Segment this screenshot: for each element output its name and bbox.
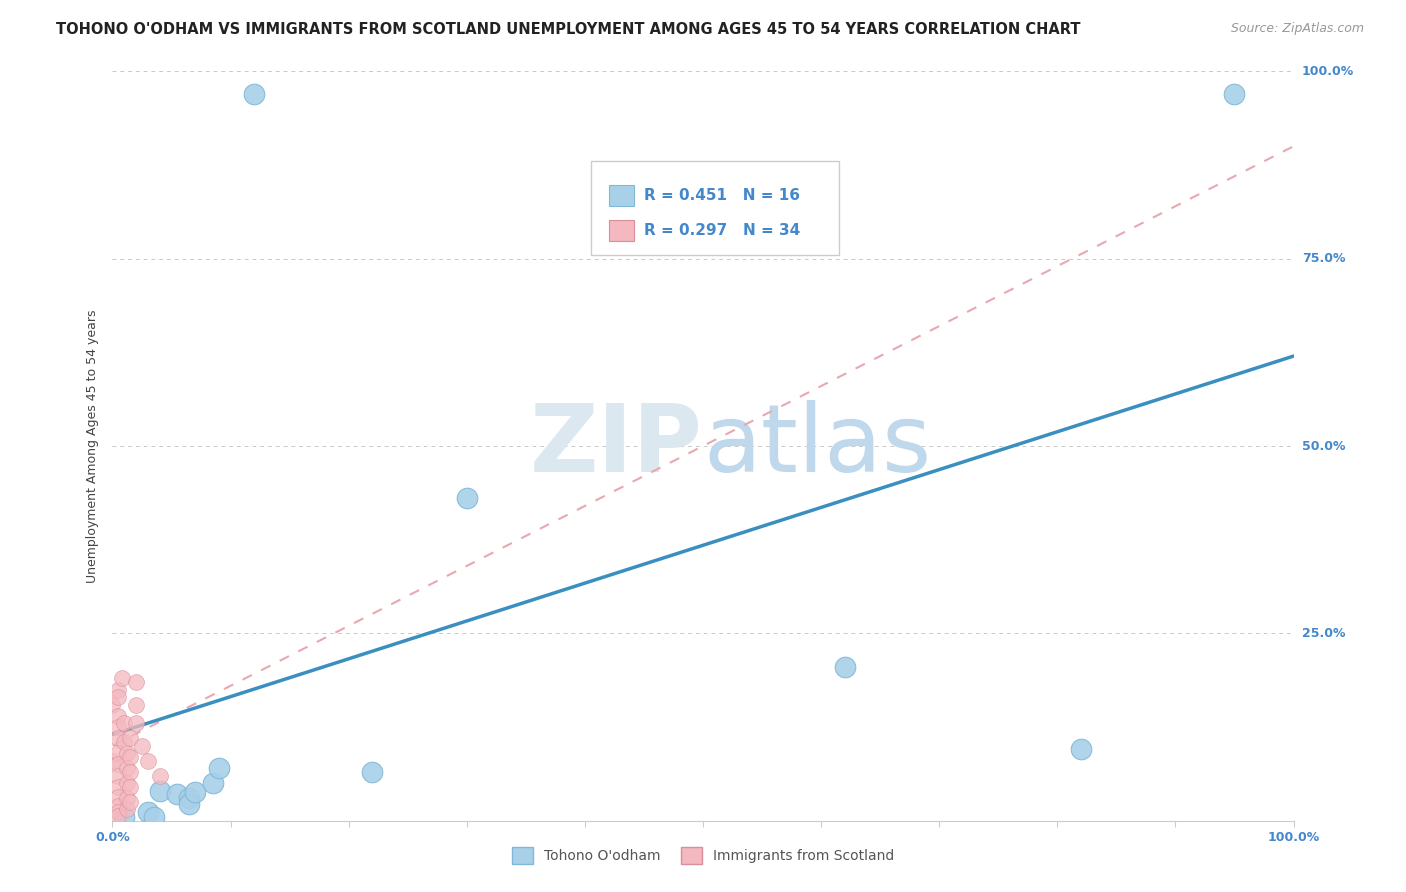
Point <box>115 791 138 805</box>
Point <box>120 750 142 764</box>
Text: Source: ZipAtlas.com: Source: ZipAtlas.com <box>1230 22 1364 36</box>
Point <box>243 87 266 101</box>
Point <box>115 802 138 816</box>
Point <box>120 764 142 779</box>
Text: ZIP: ZIP <box>530 400 703 492</box>
Point <box>131 739 153 753</box>
Point <box>115 761 138 775</box>
Text: 25.0%: 25.0% <box>1302 627 1346 640</box>
Point <box>149 783 172 797</box>
Text: 100.0%: 100.0% <box>1302 65 1354 78</box>
Point <box>107 798 129 813</box>
Text: atlas: atlas <box>703 400 931 492</box>
Bar <box>609 219 634 241</box>
Point <box>112 735 135 749</box>
Point <box>107 780 129 794</box>
Point <box>120 795 142 809</box>
Point <box>107 789 129 804</box>
Point <box>115 776 138 790</box>
Point <box>1070 742 1092 756</box>
Point <box>101 698 124 712</box>
FancyBboxPatch shape <box>591 161 839 255</box>
Point <box>125 698 148 712</box>
Point <box>115 746 138 760</box>
Point <box>107 682 129 697</box>
Text: TOHONO O'ODHAM VS IMMIGRANTS FROM SCOTLAND UNEMPLOYMENT AMONG AGES 45 TO 54 YEAR: TOHONO O'ODHAM VS IMMIGRANTS FROM SCOTLA… <box>56 22 1081 37</box>
Point <box>125 716 148 731</box>
Text: 75.0%: 75.0% <box>1302 252 1346 265</box>
Point <box>111 671 134 685</box>
Point <box>107 809 129 823</box>
Point <box>208 761 231 775</box>
Point <box>112 716 135 731</box>
Point <box>456 491 478 506</box>
Point <box>107 805 129 819</box>
Point <box>834 660 856 674</box>
Point <box>107 708 129 723</box>
Point <box>107 746 129 760</box>
Point <box>107 769 129 783</box>
Point <box>179 791 201 805</box>
Text: R = 0.297   N = 34: R = 0.297 N = 34 <box>644 223 800 237</box>
Point <box>120 780 142 794</box>
Point <box>201 776 224 790</box>
Point <box>1223 87 1246 101</box>
Point <box>136 754 159 768</box>
Point <box>149 769 172 783</box>
Point <box>166 788 188 802</box>
Point <box>136 805 159 819</box>
Y-axis label: Unemployment Among Ages 45 to 54 years: Unemployment Among Ages 45 to 54 years <box>86 310 100 582</box>
Point <box>179 797 201 812</box>
Point <box>112 810 135 824</box>
Text: R = 0.451   N = 16: R = 0.451 N = 16 <box>644 188 800 203</box>
Point <box>107 720 129 734</box>
Point <box>107 690 129 704</box>
Point <box>101 754 124 768</box>
Point <box>361 764 384 779</box>
Bar <box>609 186 634 206</box>
Point <box>107 731 129 746</box>
Point <box>142 810 165 824</box>
Legend: Tohono O'odham, Immigrants from Scotland: Tohono O'odham, Immigrants from Scotland <box>506 842 900 870</box>
Point <box>184 785 207 799</box>
Point <box>125 675 148 690</box>
Text: 50.0%: 50.0% <box>1302 440 1346 452</box>
Point <box>107 757 129 772</box>
Point <box>120 731 142 746</box>
